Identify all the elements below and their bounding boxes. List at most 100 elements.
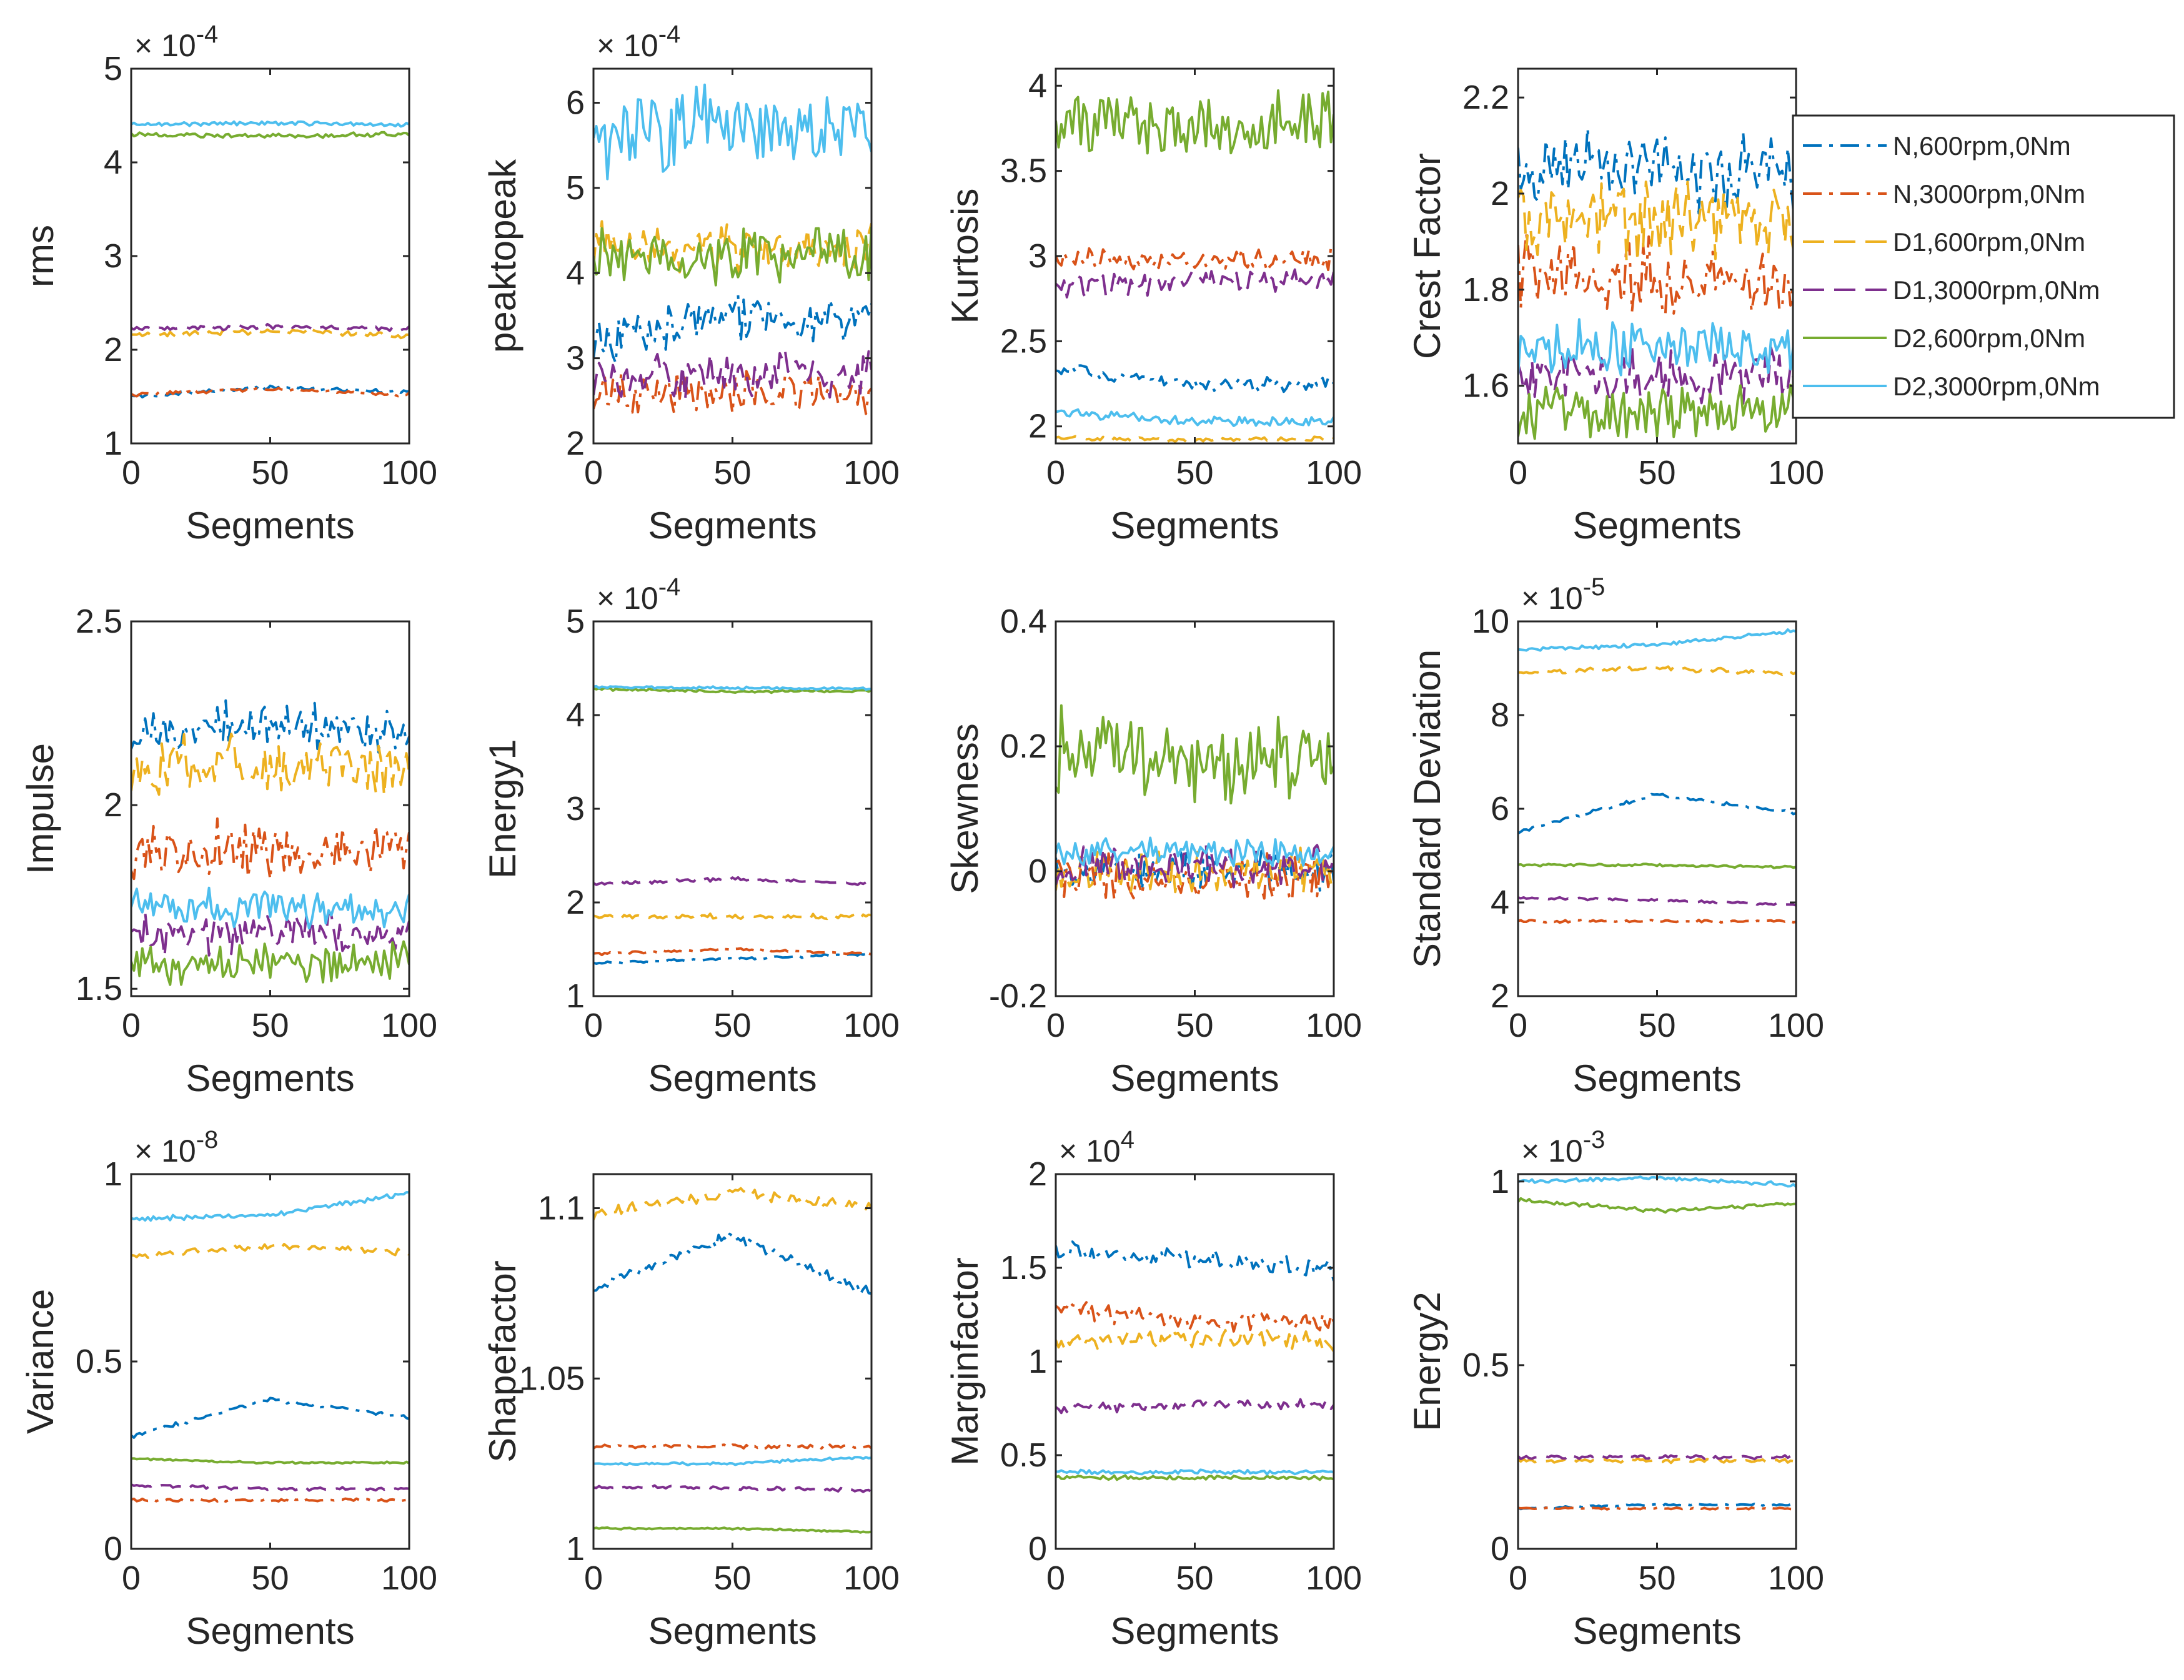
exponent-multiplier: × 10-4 — [597, 573, 680, 616]
series-line-5 — [1056, 1474, 1334, 1481]
subplot-kurtosis: 2 2.5 3 3.5 4 0 50 100 Segments Kurtosis — [944, 67, 1362, 546]
y-axis-label: peaktopeak — [482, 159, 524, 353]
x-tick-label: 50 — [251, 454, 289, 492]
series-line-1 — [593, 294, 871, 365]
series-line-3 — [131, 733, 409, 797]
y-tick-label: 1 — [104, 425, 122, 462]
series-line-4 — [131, 911, 409, 958]
y-tick-label: 0 — [104, 1530, 122, 1568]
series-line-1 — [593, 1232, 871, 1296]
x-tick-label: 100 — [381, 1559, 437, 1597]
series-group — [1056, 1240, 1334, 1481]
y-tick-label: 5 — [104, 50, 122, 87]
x-tick-label: 50 — [1638, 1559, 1675, 1597]
x-axis-label: Segments — [1572, 1610, 1741, 1652]
exponent-multiplier: × 104 — [1059, 1126, 1134, 1169]
y-tick-label: 1 — [104, 1155, 122, 1193]
series-group — [1518, 628, 1796, 924]
series-line-4 — [593, 350, 871, 402]
series-line-2 — [593, 947, 871, 957]
x-tick-label: 100 — [1306, 1559, 1362, 1597]
series-line-5 — [131, 131, 409, 139]
x-tick-label: 50 — [1176, 1007, 1213, 1044]
series-line-6 — [593, 83, 871, 180]
series-line-5 — [1518, 862, 1796, 869]
series-line-6 — [1056, 1468, 1334, 1476]
series-line-2 — [593, 1443, 871, 1450]
x-axis-label: Segments — [1110, 1610, 1279, 1652]
x-axis-label: Segments — [648, 1057, 817, 1099]
y-tick-label: 3 — [566, 790, 585, 828]
series-group — [1518, 127, 1796, 440]
y-axis-label: Crest Factor — [1406, 153, 1448, 359]
x-tick-label: 100 — [1768, 454, 1824, 492]
x-tick-label: 50 — [713, 1007, 751, 1044]
y-tick-label: 0.5 — [1000, 1436, 1047, 1474]
y-tick-label: 1.05 — [519, 1360, 585, 1397]
x-tick-label: 100 — [843, 454, 900, 492]
legend-entry: D1,3000rpm,0Nm — [1803, 275, 2100, 305]
y-tick-label: 5 — [566, 603, 585, 640]
y-tick-label: 4 — [1028, 67, 1047, 104]
y-tick-label: 0 — [1028, 1530, 1047, 1568]
series-line-5 — [593, 1526, 871, 1534]
series-line-3 — [1056, 1327, 1334, 1352]
y-tick-label: 1 — [1491, 1163, 1509, 1200]
x-tick-label: 0 — [1046, 454, 1065, 492]
x-tick-label: 50 — [251, 1007, 289, 1044]
x-tick-label: 0 — [1046, 1559, 1065, 1597]
x-axis-label: Segments — [648, 1610, 817, 1652]
y-tick-label: 2 — [104, 331, 122, 368]
series-line-1 — [593, 952, 871, 965]
series-line-4 — [1518, 1454, 1796, 1461]
series-line-2 — [1518, 918, 1796, 924]
x-tick-label: 50 — [1638, 454, 1675, 492]
y-tick-label: 2.5 — [1000, 322, 1047, 360]
series-line-1 — [1518, 793, 1796, 835]
legend-label: N,600rpm,0Nm — [1893, 131, 2071, 161]
subplot-impulse: 1.5 2 2.5 0 50 100 Segments Impulse — [19, 603, 437, 1099]
series-line-4 — [1056, 1398, 1334, 1415]
subplot-variance: 0 0.5 1 0 50 100 Segments Variance × 10-8 — [19, 1126, 437, 1652]
x-tick-label: 50 — [1176, 1559, 1213, 1597]
series-line-6 — [1056, 836, 1334, 867]
subplot-margin: 0 0.5 1 1.5 2 0 50 100 Segments Marginfactor × 104 — [944, 1126, 1362, 1652]
series-group — [131, 699, 409, 986]
y-tick-label: 1.8 — [1462, 271, 1509, 309]
series-line-1 — [1056, 1240, 1334, 1282]
exponent-multiplier: × 10-3 — [1521, 1126, 1605, 1169]
y-axis-label: Kurtosis — [944, 189, 986, 324]
y-tick-label: 3 — [104, 237, 122, 275]
y-tick-label: 3 — [566, 340, 585, 377]
y-tick-label: 4 — [104, 144, 122, 181]
x-axis-label: Segments — [1572, 1057, 1741, 1099]
series-line-5 — [1518, 383, 1796, 440]
y-tick-label: 4 — [1491, 884, 1509, 921]
legend-entry: D2,600rpm,0Nm — [1803, 324, 2085, 353]
x-tick-label: 0 — [584, 454, 603, 492]
y-tick-label: 0 — [1028, 852, 1047, 890]
y-tick-label: 1.6 — [1462, 367, 1509, 405]
series-group — [593, 1187, 871, 1534]
x-tick-label: 50 — [251, 1559, 289, 1597]
y-tick-label: 2 — [1491, 175, 1509, 212]
y-tick-label: 10 — [1472, 603, 1509, 640]
series-line-3 — [1518, 665, 1796, 676]
legend-entry: D2,3000rpm,0Nm — [1803, 372, 2100, 401]
y-axis-label: Impulse — [19, 743, 61, 874]
x-tick-label: 100 — [381, 454, 437, 492]
y-tick-label: 4 — [566, 254, 585, 292]
x-axis-label: Segments — [1110, 1057, 1279, 1099]
legend-label: D2,600rpm,0Nm — [1893, 324, 2085, 353]
axes-frame — [130, 1173, 410, 1550]
y-axis-label: Variance — [19, 1289, 61, 1434]
series-line-6 — [1518, 628, 1796, 652]
x-tick-label: 50 — [1638, 1007, 1675, 1044]
x-tick-label: 0 — [122, 454, 141, 492]
series-line-6 — [1518, 318, 1796, 377]
series-group — [131, 120, 409, 398]
legend-entry: N,3000rpm,0Nm — [1803, 179, 2085, 209]
